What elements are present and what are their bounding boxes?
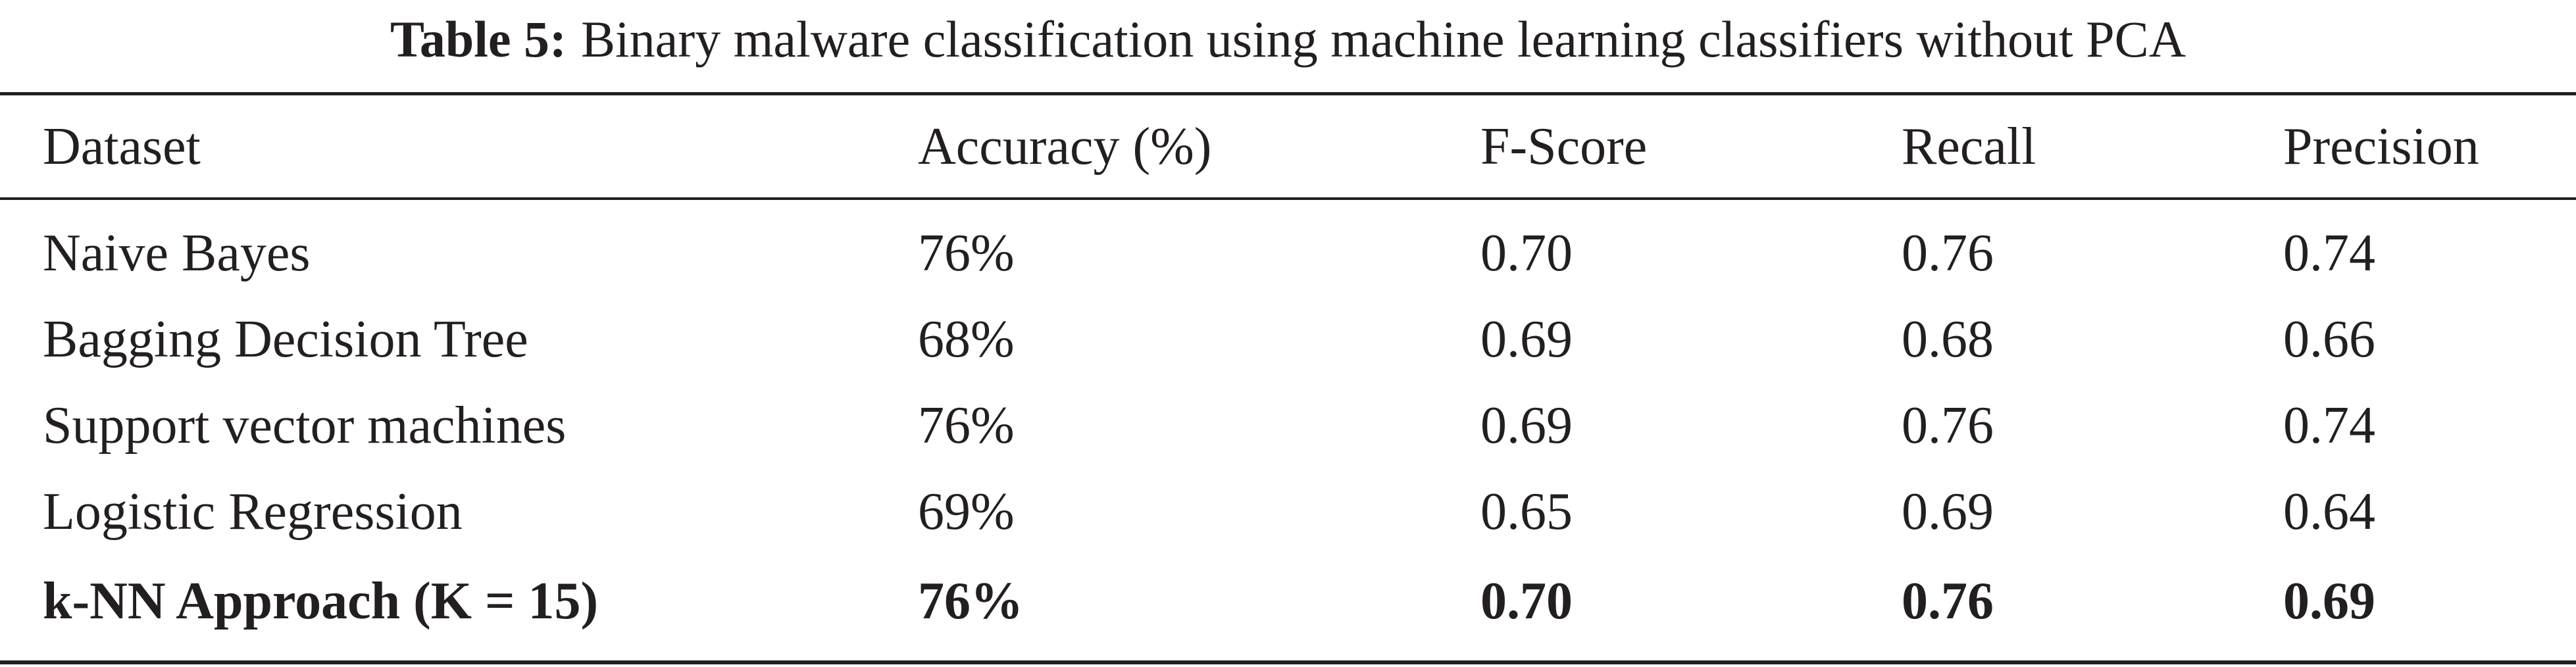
- cell-accuracy: 76%: [918, 224, 1015, 282]
- cell-precision: 0.74: [2283, 224, 2375, 282]
- cell-dataset: Bagging Decision Tree: [43, 310, 528, 368]
- table-row: Bagging Decision Tree 68% 0.69 0.68 0.66: [0, 297, 2576, 382]
- cell-accuracy: 68%: [918, 310, 1015, 368]
- table-header-row: Dataset Accuracy (%) F-Score Recall Prec…: [0, 104, 2576, 189]
- cell-precision: 0.66: [2283, 310, 2375, 368]
- cell-f-score: 0.70: [1480, 224, 1573, 282]
- table-caption: Table 5: Binary malware classification u…: [0, 0, 2576, 79]
- cell-accuracy: 69%: [918, 483, 1015, 541]
- header-accuracy: Accuracy (%): [918, 118, 1212, 176]
- header-f-score: F-Score: [1480, 118, 1648, 176]
- header-recall: Recall: [1902, 118, 2036, 176]
- table-top-rule: [0, 92, 2576, 95]
- cell-precision: 0.69: [2283, 572, 2375, 630]
- cell-accuracy: 76%: [918, 572, 1023, 630]
- table-row: Naive Bayes 76% 0.70 0.76 0.74: [0, 210, 2576, 296]
- cell-accuracy: 76%: [918, 397, 1015, 455]
- table-row-highlighted: k-NN Approach (K = 15) 76% 0.70 0.76 0.6…: [0, 558, 2576, 644]
- cell-f-score: 0.69: [1480, 310, 1573, 368]
- cell-recall: 0.76: [1902, 572, 1994, 630]
- table-caption-label: Table 5:: [390, 11, 567, 68]
- cell-dataset: k-NN Approach (K = 15): [43, 572, 599, 630]
- cell-recall: 0.68: [1902, 310, 1994, 368]
- table-row: Logistic Regression 69% 0.65 0.69 0.64: [0, 469, 2576, 555]
- cell-f-score: 0.70: [1480, 572, 1573, 630]
- cell-precision: 0.64: [2283, 483, 2375, 541]
- cell-dataset: Logistic Regression: [43, 483, 463, 541]
- cell-f-score: 0.65: [1480, 483, 1573, 541]
- cell-dataset: Naive Bayes: [43, 224, 311, 282]
- header-dataset: Dataset: [43, 118, 201, 176]
- table-bottom-rule: [0, 660, 2576, 664]
- header-precision: Precision: [2283, 118, 2479, 176]
- cell-dataset: Support vector machines: [43, 397, 567, 455]
- cell-f-score: 0.69: [1480, 397, 1573, 455]
- table-row: Support vector machines 76% 0.69 0.76 0.…: [0, 383, 2576, 468]
- cell-recall: 0.76: [1902, 224, 1994, 282]
- cell-precision: 0.74: [2283, 397, 2375, 455]
- table-header-rule: [0, 197, 2576, 200]
- cell-recall: 0.69: [1902, 483, 1994, 541]
- cell-recall: 0.76: [1902, 397, 1994, 455]
- table-caption-text: Binary malware classification using mach…: [580, 11, 2186, 68]
